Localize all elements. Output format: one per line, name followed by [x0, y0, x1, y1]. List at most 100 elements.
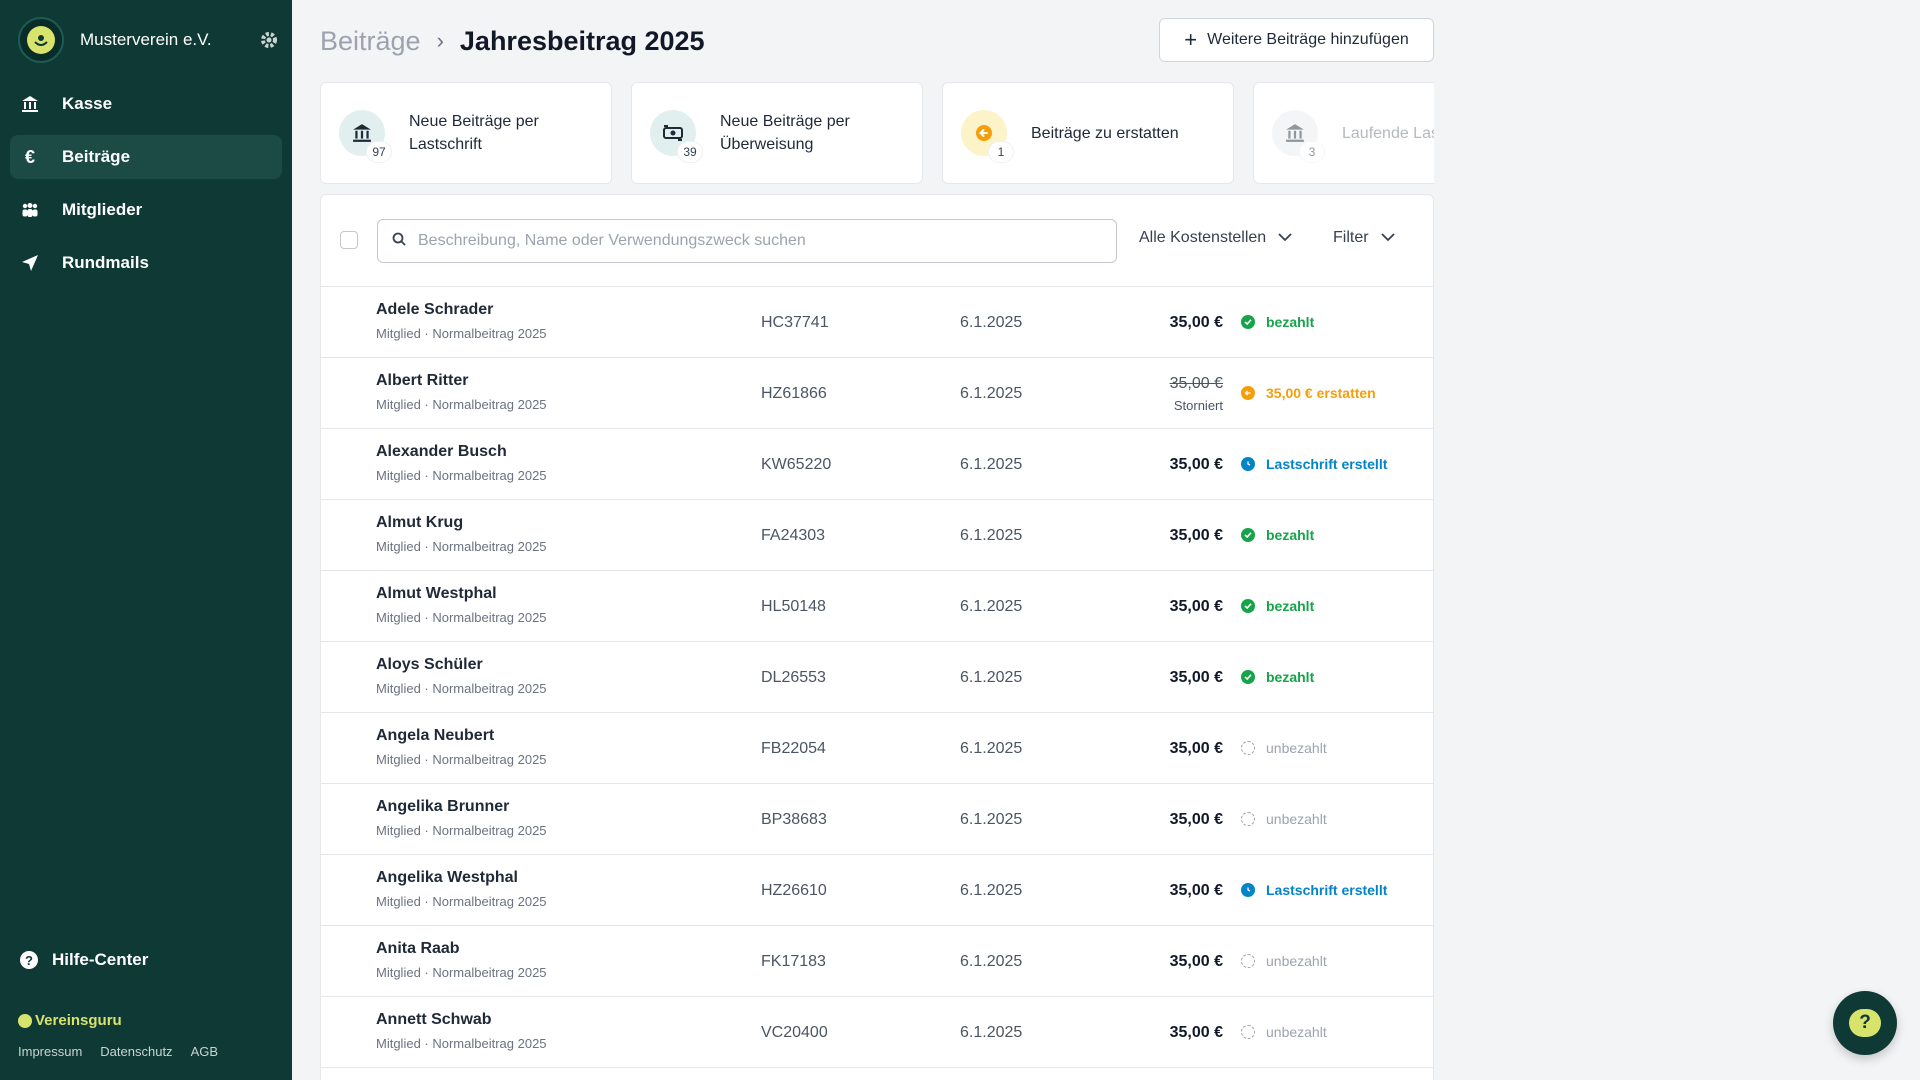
card-label: Neue Beiträge per Überweisung [720, 113, 850, 153]
refund-icon: 1 [961, 110, 1013, 162]
contribution-type: Mitglied · Normalbeitrag 2025 [376, 965, 547, 980]
contribution-type: Mitglied · Normalbeitrag 2025 [376, 823, 547, 838]
amount: 35,00 € [1169, 953, 1223, 970]
card-count-badge: 3 [1300, 142, 1324, 162]
status-badge: bezahlt [1241, 314, 1314, 330]
add-contributions-button[interactable]: + Weitere Beiträge hinzufügen [1159, 18, 1434, 62]
sidebar-nav: Kasse € Beiträge Mitglieder Rundmails [10, 82, 282, 294]
status-badge: Lastschrift erstellt [1241, 882, 1387, 898]
datenschutz-link[interactable]: Datenschutz [100, 1044, 173, 1059]
table-row[interactable]: Angelika Westphal Mitglied · Normalbeitr… [321, 855, 1433, 926]
member-name[interactable]: Aloys Schüler [376, 656, 483, 673]
card-count-badge: 1 [989, 142, 1013, 162]
table-row[interactable]: Alexander Busch Mitglied · Normalbeitrag… [321, 429, 1433, 500]
table-row[interactable]: Annett Schwab Mitglied · Normalbeitrag 2… [321, 997, 1433, 1068]
contribution-type: Mitglied · Normalbeitrag 2025 [376, 539, 547, 554]
due-date: 6.1.2025 [960, 1024, 1023, 1041]
table-row[interactable]: Angela Neubert Mitglied · Normalbeitrag … [321, 713, 1433, 784]
send-icon [20, 253, 40, 273]
status-label: unbezahlt [1266, 740, 1327, 756]
cost-center-dropdown[interactable]: Alle Kostenstellen [1139, 229, 1292, 247]
contribution-type: Mitglied · Normalbeitrag 2025 [376, 1036, 547, 1051]
storno-label: Storniert [1173, 398, 1223, 413]
brand-name: Vereinsguru [35, 1012, 122, 1029]
card-running-direct-debits[interactable]: 3 Laufende Lastschriften [1253, 82, 1434, 184]
status-badge: bezahlt [1241, 598, 1314, 614]
member-name[interactable]: Adele Schrader [376, 301, 494, 318]
select-all-checkbox[interactable] [340, 231, 358, 249]
check-circle-icon [1241, 528, 1255, 542]
table-row[interactable]: Almut Westphal Mitglied · Normalbeitrag … [321, 571, 1433, 642]
question-icon: ? [20, 951, 38, 969]
due-date: 6.1.2025 [960, 669, 1023, 686]
refund-circle-icon [1241, 386, 1255, 400]
card-refunds[interactable]: 1 Beiträge zu erstatten [942, 82, 1234, 184]
clock-icon [1241, 457, 1255, 471]
sidebar-item-rundmails[interactable]: Rundmails [10, 241, 282, 285]
search-box[interactable] [377, 219, 1117, 263]
card-count-badge: 97 [367, 142, 391, 162]
table-row[interactable]: Aloys Schüler Mitglied · Normalbeitrag 2… [321, 642, 1433, 713]
status-label: bezahlt [1266, 598, 1315, 614]
reference-code: BP38683 [761, 811, 827, 828]
filter-dropdown[interactable]: Filter [1333, 229, 1395, 247]
sidebar-item-label: Beiträge [62, 147, 131, 166]
card-label: Neue Beiträge per Lastschrift [409, 113, 539, 153]
member-name[interactable]: Annett Schwab [376, 1011, 492, 1028]
table-body: Adele Schrader Mitglied · Normalbeitrag … [321, 287, 1433, 1068]
contribution-type: Mitglied · Normalbeitrag 2025 [376, 326, 547, 341]
member-name[interactable]: Almut Westphal [376, 585, 497, 602]
contribution-type: Mitglied · Normalbeitrag 2025 [376, 681, 547, 696]
member-name[interactable]: Almut Krug [376, 514, 464, 531]
table-row[interactable]: Adele Schrader Mitglied · Normalbeitrag … [321, 287, 1433, 358]
member-name[interactable]: Angela Neubert [376, 727, 495, 744]
sidebar-item-kasse[interactable]: Kasse [10, 82, 282, 126]
sidebar-item-beitraege[interactable]: € Beiträge [10, 135, 282, 179]
amount: 35,00 € [1169, 882, 1223, 899]
amount: 35,00 € [1169, 598, 1223, 615]
help-chat-button[interactable]: ? [1833, 991, 1897, 1055]
due-date: 6.1.2025 [960, 740, 1023, 757]
sidebar: Musterverein e.V. Kasse € Beiträge Mitgl… [0, 0, 292, 1080]
due-date: 6.1.2025 [960, 882, 1023, 899]
due-date: 6.1.2025 [960, 314, 1023, 331]
member-name[interactable]: Albert Ritter [376, 372, 469, 389]
agb-link[interactable]: AGB [190, 1044, 219, 1059]
bank-icon [20, 94, 40, 114]
member-name[interactable]: Anita Raab [376, 940, 460, 957]
table-row[interactable]: Almut Krug Mitglied · Normalbeitrag 2025… [321, 500, 1433, 571]
reference-code: KW65220 [761, 456, 832, 473]
dashed-circle-icon [1241, 1025, 1255, 1039]
sidebar-item-label: Kasse [62, 94, 113, 113]
status-label: bezahlt [1266, 669, 1315, 685]
reference-code: FK17183 [761, 953, 826, 970]
sidebar-item-mitglieder[interactable]: Mitglieder [10, 188, 282, 232]
table-row[interactable]: Albert Ritter Mitglied · Normalbeitrag 2… [321, 358, 1433, 429]
reference-code: VC20400 [761, 1024, 828, 1041]
contribution-type: Mitglied · Normalbeitrag 2025 [376, 894, 547, 909]
card-new-transfer[interactable]: 39 Neue Beiträge per Überweisung [631, 82, 923, 184]
org-switcher[interactable]: Musterverein e.V. [18, 17, 280, 63]
brand-logo: Vereinsguru [18, 1012, 122, 1029]
card-new-direct-debit[interactable]: 97 Neue Beiträge per Lastschrift [320, 82, 612, 184]
member-name[interactable]: Alexander Busch [376, 443, 507, 460]
contribution-type: Mitglied · Normalbeitrag 2025 [376, 610, 547, 625]
impressum-link[interactable]: Impressum [18, 1044, 83, 1059]
help-center-link[interactable]: ? Hilfe-Center [20, 950, 148, 970]
table-row[interactable]: Anita Raab Mitglied · Normalbeitrag 2025… [321, 926, 1433, 997]
dashed-circle-icon [1241, 812, 1255, 826]
breadcrumb-parent[interactable]: Beiträge [320, 25, 421, 56]
search-input[interactable] [418, 232, 1098, 250]
reference-code: FA24303 [761, 527, 826, 544]
check-circle-icon [1241, 315, 1255, 329]
status-badge: unbezahlt [1241, 953, 1327, 969]
summary-cards: 97 Neue Beiträge per Lastschrift 39 Neue… [320, 82, 1434, 184]
dashed-circle-icon [1241, 741, 1255, 755]
gear-icon[interactable] [258, 29, 280, 51]
member-name[interactable]: Angelika Brunner [376, 798, 510, 815]
table-toolbar: Alle Kostenstellen Filter [321, 195, 1433, 287]
status-label: unbezahlt [1266, 811, 1327, 827]
member-name[interactable]: Angelika Westphal [376, 869, 518, 886]
reference-code: DL26553 [761, 669, 826, 686]
table-row[interactable]: Angelika Brunner Mitglied · Normalbeitra… [321, 784, 1433, 855]
